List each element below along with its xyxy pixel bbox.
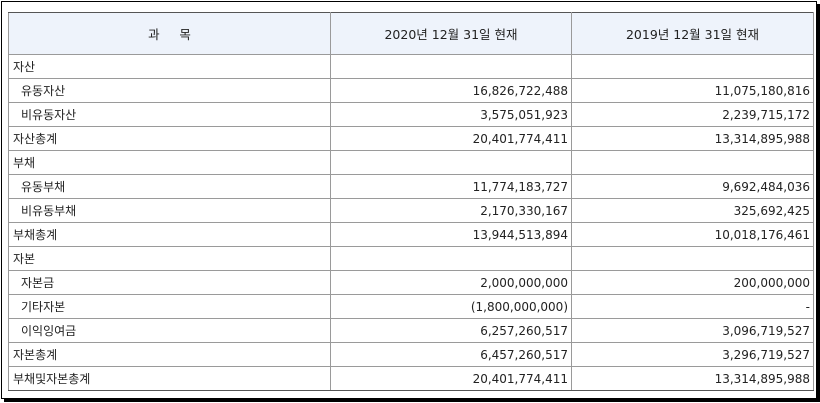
table-row: 자본: [8, 246, 814, 271]
balance-sheet-table: 과 목 2020년 12월 31일 현재 2019년 12월 31일 현재 자산…: [8, 12, 814, 391]
value-2019: 3,096,719,527: [571, 318, 814, 343]
value-2020: 6,457,260,517: [330, 342, 572, 367]
table-row: 부채: [8, 150, 814, 175]
value-2020: 11,774,183,727: [330, 174, 572, 199]
row-label: 유동부채: [8, 174, 331, 199]
value-2019: [571, 54, 814, 79]
value-2020: 20,401,774,411: [330, 366, 572, 391]
row-label: 자본총계: [8, 342, 331, 367]
value-2019: 10,018,176,461: [571, 222, 814, 247]
row-label: 기타자본: [8, 294, 331, 319]
value-2020: 2,000,000,000: [330, 270, 572, 295]
value-2020: [330, 246, 572, 271]
table-row: 자산: [8, 54, 814, 79]
value-2020: 2,170,330,167: [330, 198, 572, 223]
row-label: 비유동자산: [8, 102, 331, 127]
value-2019: 9,692,484,036: [571, 174, 814, 199]
value-2019: -: [571, 294, 814, 319]
value-2020: (1,800,000,000): [330, 294, 572, 319]
value-2019: 2,239,715,172: [571, 102, 814, 127]
value-2019: 3,296,719,527: [571, 342, 814, 367]
value-2019: [571, 246, 814, 271]
table-row: 비유동자산 3,575,051,923 2,239,715,172: [8, 102, 814, 127]
value-2020: 20,401,774,411: [330, 126, 572, 151]
table-row: 비유동부채 2,170,330,167 325,692,425: [8, 198, 814, 223]
value-2020: 3,575,051,923: [330, 102, 572, 127]
row-label: 부채: [8, 150, 331, 175]
row-label: 부채및자본총계: [8, 366, 331, 391]
table-row: 이익잉여금 6,257,260,517 3,096,719,527: [8, 318, 814, 343]
table-row: 유동부채 11,774,183,727 9,692,484,036: [8, 174, 814, 199]
value-2020: [330, 54, 572, 79]
table-row: 유동자산 16,826,722,488 11,075,180,816: [8, 78, 814, 103]
header-subject: 과 목: [8, 12, 331, 55]
value-2019: 200,000,000: [571, 270, 814, 295]
value-2019: 325,692,425: [571, 198, 814, 223]
table-row: 자본금 2,000,000,000 200,000,000: [8, 270, 814, 295]
table-row: 기타자본 (1,800,000,000) -: [8, 294, 814, 319]
row-label: 유동자산: [8, 78, 331, 103]
value-2020: 13,944,513,894: [330, 222, 572, 247]
value-2020: 6,257,260,517: [330, 318, 572, 343]
header-2020: 2020년 12월 31일 현재: [330, 12, 572, 55]
row-label: 비유동부채: [8, 198, 331, 223]
row-label: 자본: [8, 246, 331, 271]
table-row: 자본총계 6,457,260,517 3,296,719,527: [8, 342, 814, 367]
table-row: 자산총계 20,401,774,411 13,314,895,988: [8, 126, 814, 151]
header-2019: 2019년 12월 31일 현재: [571, 12, 814, 55]
row-label: 자산: [8, 54, 331, 79]
value-2019: 11,075,180,816: [571, 78, 814, 103]
value-2020: 16,826,722,488: [330, 78, 572, 103]
row-label: 이익잉여금: [8, 318, 331, 343]
row-label: 자산총계: [8, 126, 331, 151]
header-row: 과 목 2020년 12월 31일 현재 2019년 12월 31일 현재: [8, 12, 814, 55]
table-row: 부채및자본총계 20,401,774,411 13,314,895,988: [8, 366, 814, 391]
row-label: 부채총계: [8, 222, 331, 247]
value-2019: 13,314,895,988: [571, 366, 814, 391]
table-row: 부채총계 13,944,513,894 10,018,176,461: [8, 222, 814, 247]
value-2019: [571, 150, 814, 175]
value-2019: 13,314,895,988: [571, 126, 814, 151]
value-2020: [330, 150, 572, 175]
row-label: 자본금: [8, 270, 331, 295]
